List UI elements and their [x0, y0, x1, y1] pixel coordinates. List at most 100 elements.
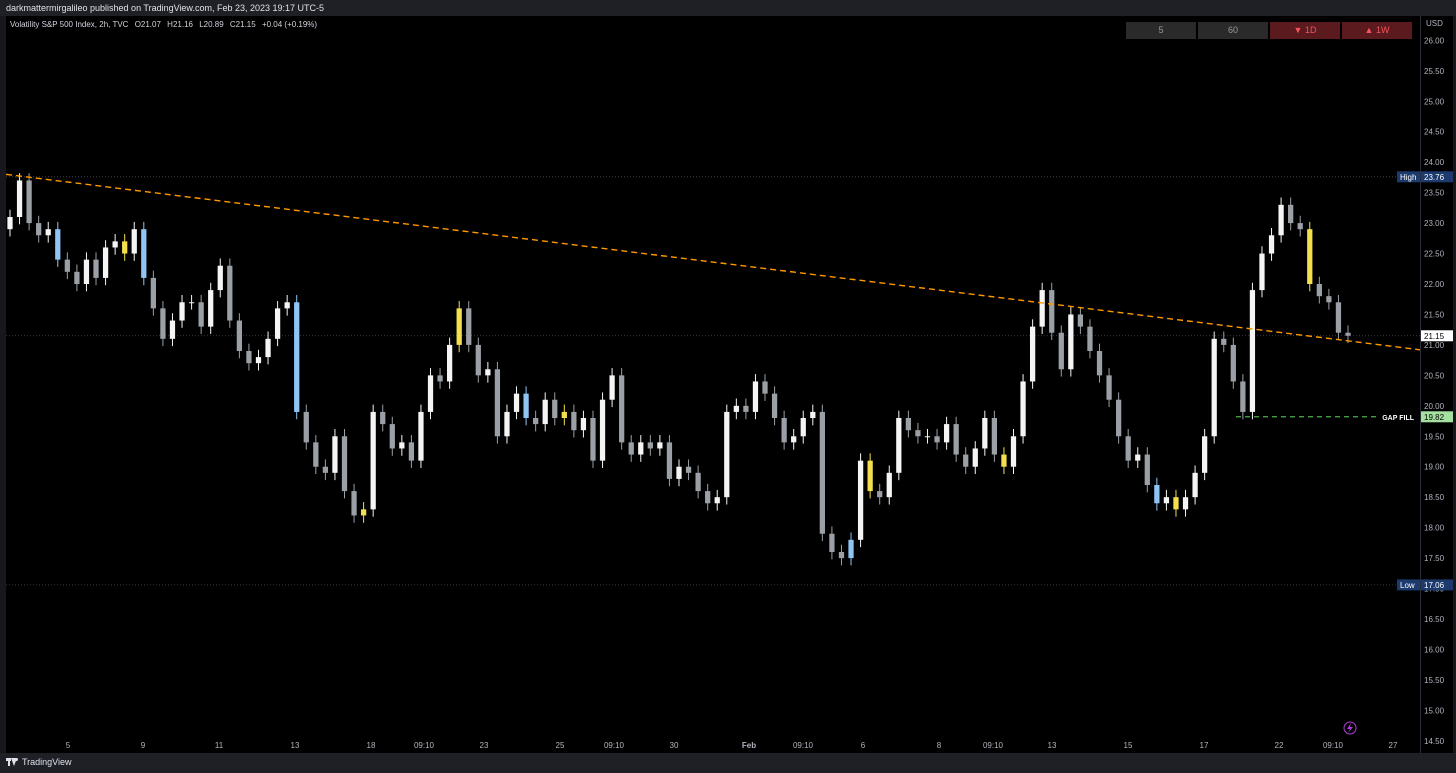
price-tick-label: 18.00 [1424, 524, 1445, 533]
candle-body [953, 424, 959, 455]
candle-body [762, 381, 768, 394]
candle-body [647, 442, 653, 449]
candle-body [74, 271, 80, 284]
candle-body [1163, 497, 1170, 504]
tradingview-icon [6, 758, 18, 766]
candle-body [523, 393, 529, 418]
candle-body [265, 338, 271, 358]
candle-body [1335, 302, 1342, 333]
candle-body [1020, 381, 1026, 437]
low-price-badge: 17.06 [1424, 581, 1445, 590]
candle-body [513, 393, 520, 412]
candle-body [848, 539, 854, 559]
candle-body [198, 302, 204, 327]
candle-body [380, 411, 386, 425]
price-tick-label: 17.50 [1424, 554, 1445, 563]
candle-body [619, 375, 625, 443]
currency-label: USD [1426, 19, 1443, 28]
candle-body [943, 424, 950, 443]
time-tick-label: 9 [141, 741, 146, 750]
timeframe-60-button[interactable]: 60 [1198, 22, 1268, 39]
price-tick-label: 21.00 [1424, 341, 1445, 350]
candle-body [1116, 399, 1122, 437]
legend-high: H21.16 [167, 20, 193, 29]
time-tick-label: 22 [1275, 741, 1284, 750]
candle-body [810, 411, 816, 418]
candle-body [427, 375, 434, 412]
candle-body [227, 265, 233, 321]
price-tick-label: 14.50 [1424, 737, 1445, 746]
legend-symbol: Volatility S&P 500 Index, 2h, TVC [10, 20, 129, 29]
candle-body [552, 399, 558, 418]
candle-body [303, 411, 309, 443]
candle-body [695, 472, 701, 492]
time-tick-label: 8 [937, 741, 942, 750]
candle-body [494, 369, 501, 437]
candle-body [284, 302, 290, 309]
candle-body [867, 460, 873, 492]
candle-body [666, 442, 673, 479]
candle-body [341, 436, 348, 492]
footer-bar: TradingView [0, 753, 1456, 773]
candle-body [580, 418, 587, 431]
candle-body [188, 302, 195, 304]
candle-body [1288, 204, 1294, 224]
price-tick-label: 16.50 [1424, 615, 1445, 624]
candle-body [829, 533, 835, 552]
candle-body [1345, 332, 1351, 336]
candle-body [1268, 235, 1275, 254]
candle-body [1192, 472, 1198, 498]
candle-body [485, 369, 491, 376]
timeframe-1d-button[interactable]: ▼ 1D [1270, 22, 1340, 39]
high-label-bg [1397, 171, 1420, 183]
time-tick-label: Feb [742, 741, 756, 750]
legend-low: L20.89 [199, 20, 224, 29]
candle-body [963, 454, 969, 467]
candle-body [733, 405, 739, 412]
high-price-badge-bg [1421, 171, 1453, 183]
candle-body [255, 357, 262, 364]
time-tick-label: 09:10 [793, 741, 814, 750]
candle-body [93, 259, 99, 278]
price-tick-label: 22.00 [1424, 280, 1445, 289]
candle-body [1135, 454, 1141, 461]
price-tick-label: 20.00 [1424, 402, 1445, 411]
candle-body [36, 223, 42, 236]
candle-body [351, 491, 357, 516]
chart-area[interactable]: GAP FILL High Low Volatility S&P 500 Index… [6, 16, 1420, 753]
time-tick-label: 13 [1048, 741, 1057, 750]
candlestick-chart[interactable]: GAP FILL High Low [6, 16, 1420, 753]
candle-body [590, 418, 596, 461]
time-tick-label: 18 [367, 741, 376, 750]
candle-body [542, 399, 548, 425]
time-tick-label: 30 [670, 741, 679, 750]
last-price-badge-bg [1421, 330, 1453, 342]
candle-body [322, 466, 329, 473]
candle-body [1202, 436, 1208, 473]
candle-body [437, 375, 443, 382]
time-tick-label: 23 [480, 741, 489, 750]
candle-body [991, 418, 998, 455]
tradingview-logo[interactable]: TradingView [6, 757, 72, 767]
publisher-bar: darkmattermirgalileo published on Tradin… [0, 0, 1456, 16]
price-tick-label: 15.00 [1424, 706, 1445, 715]
candle-body [628, 442, 634, 455]
candle-body [399, 442, 405, 449]
trendline [6, 173, 1420, 351]
last-price-badge: 21.15 [1424, 332, 1445, 341]
price-tick-label: 25.00 [1424, 97, 1445, 106]
timeframe-5-button[interactable]: 5 [1126, 22, 1196, 39]
time-axis[interactable]: 5 9 11 13 18 09:10 23 25 09:10 30 Feb 09:10 6 8 09:10 1… [6, 737, 1420, 753]
candle-body [274, 308, 281, 339]
candle-body [743, 405, 749, 412]
candle-body [83, 259, 90, 284]
gap-fill-label: GAP FILL [1382, 415, 1414, 422]
timeframe-1w-button[interactable]: ▲ 1W [1342, 22, 1412, 39]
candle-body [1240, 381, 1246, 412]
candle-body [714, 497, 720, 504]
candle-body [16, 180, 23, 217]
candle-body [1029, 326, 1036, 382]
price-axis[interactable]: 26.00 25.50 25.00 24.50 24.00 23.50 23.00 22.50… [1420, 16, 1453, 753]
candle-body [1249, 290, 1256, 412]
candle-body [877, 491, 883, 498]
